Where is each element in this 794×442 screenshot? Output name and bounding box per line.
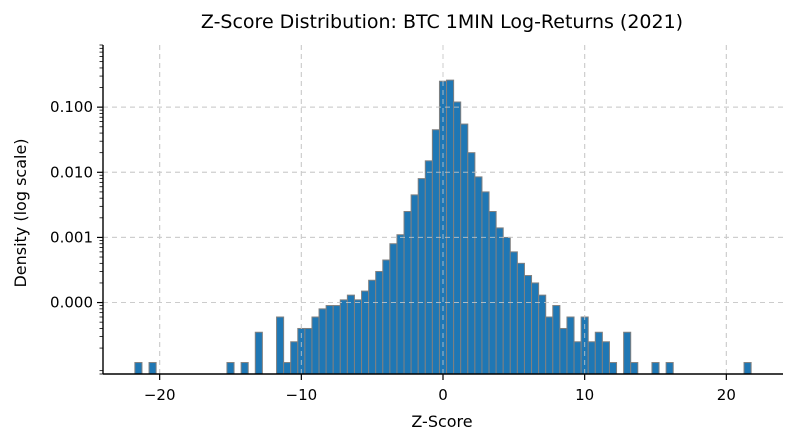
histogram-bar [290,341,299,375]
histogram-bar [460,123,469,375]
histogram-bar [346,294,355,375]
histogram-bar [594,331,603,375]
histogram-bar [538,294,547,375]
histogram-bar [283,362,292,375]
histogram-bar [573,341,582,375]
histogram-bar [226,362,235,375]
histogram-bar [481,191,490,375]
histogram-bar [410,194,419,375]
histogram-bar [431,129,440,375]
histogram-bar [276,316,285,375]
x-tick-label: 0 [438,386,448,404]
histogram-bar [651,362,660,375]
x-tick-label: 10 [575,386,594,404]
histogram-bar [559,327,568,375]
x-tick-label: −20 [144,386,176,404]
histogram-bar [424,160,433,375]
histogram-bar [545,316,554,375]
y-tick-label: 0.000 [50,294,93,312]
histogram-bar [743,362,752,375]
histogram-bar [509,251,518,375]
x-tick-label: −10 [286,386,318,404]
histogram-bar [403,211,412,375]
histogram-bar [368,279,377,375]
chart-title: Z-Score Distribution: BTC 1MIN Log-Retur… [201,11,683,33]
ticks-layer: 0.100 0.010 0.001 0.000 −20 −10 0 10 20 [50,44,736,404]
histogram-bar [601,341,610,375]
histogram-bar [516,262,525,375]
histogram-bar [148,362,157,375]
histogram-bar [453,101,462,375]
histogram-bar [523,275,533,375]
histogram-bar [630,362,639,375]
histogram-bar [531,282,540,375]
histogram-bar [488,211,497,375]
histogram-bar [240,362,249,375]
histogram-bar [389,243,398,375]
histogram-bar [396,234,405,375]
histogram-bar [353,299,363,375]
histogram-bar [566,316,575,375]
histogram-bar [446,79,455,375]
histogram-bar [467,152,476,375]
histogram-bar [495,227,504,375]
histogram-bar [332,305,341,375]
grid-overlay [103,45,783,374]
histogram-bar [254,331,263,375]
histogram-bar [304,327,313,375]
histogram-bar [361,290,370,375]
bars-layer [134,79,752,375]
histogram-bar [608,362,618,375]
histogram-bar [375,270,384,375]
y-tick-label: 0.010 [50,163,93,181]
y-tick-label: 0.001 [50,228,93,246]
x-axis-label: Z-Score [411,412,472,431]
histogram-bar [339,299,348,375]
y-tick-label: 0.100 [50,98,93,116]
histogram-bar [623,331,632,375]
histogram-bar [665,362,674,375]
x-tick-label: 20 [717,386,736,404]
histogram-bar [502,236,511,375]
y-axis-label: Density (log scale) [11,138,30,287]
histogram-bar [311,316,320,375]
histogram-bar [325,305,334,375]
histogram-bar [587,341,596,375]
histogram-bar [382,259,391,375]
histogram-bar [318,308,327,375]
histogram-bar [474,176,483,375]
histogram-bar [417,178,426,375]
histogram-bar [134,362,143,375]
histogram-bar [552,305,561,375]
